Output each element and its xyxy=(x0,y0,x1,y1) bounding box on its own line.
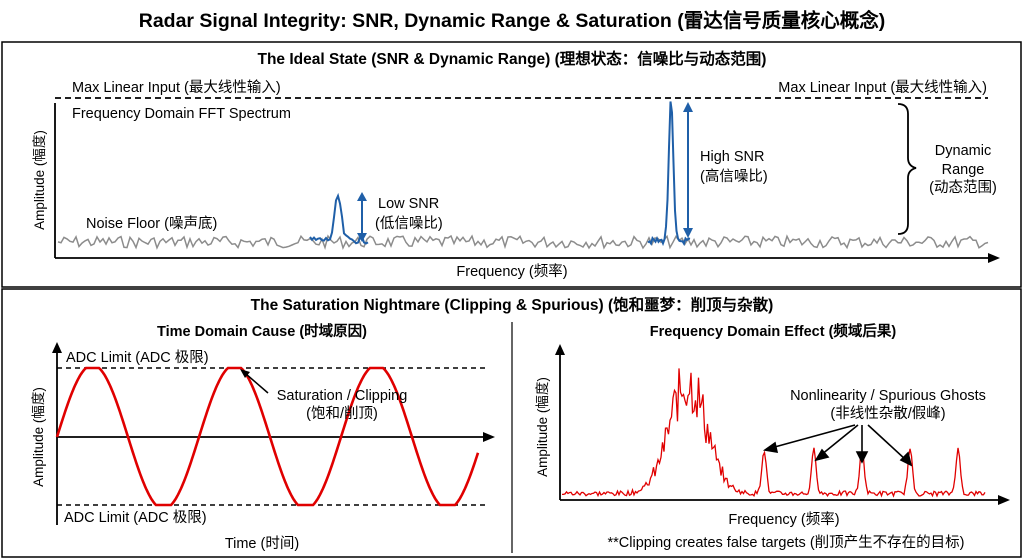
noise-floor-label: Noise Floor (噪声底) xyxy=(86,214,217,232)
top-x-axis-label: Frequency (频率) xyxy=(456,263,567,280)
saturated-spectrum xyxy=(562,368,986,498)
high-snr-arrow-head-top xyxy=(683,102,693,112)
high-snr-label-cn: (高信噪比) xyxy=(700,168,768,185)
bottom-panel-frame xyxy=(1,288,1022,558)
spurs-label: Nonlinearity / Spurious Ghosts xyxy=(790,388,986,404)
freq-y-axis-arrow xyxy=(555,344,565,355)
dynamic-range-label-3: (动态范围) xyxy=(929,179,997,196)
dynamic-range-label-1: Dynamic xyxy=(935,143,991,159)
bottom-panel-heading: The Saturation Nightmare (Clipping & Spu… xyxy=(251,295,774,314)
freq-x-axis-label: Frequency (频率) xyxy=(728,511,839,528)
max-linear-label-left: Max Linear Input (最大线性输入) xyxy=(72,79,281,96)
spurs-label-cn: (非线性杂散/假峰) xyxy=(830,405,945,422)
low-snr-peak xyxy=(309,192,369,245)
top-y-axis-label: Amplitude (幅度) xyxy=(32,130,47,230)
high-snr-label: High SNR xyxy=(700,149,764,165)
clipping-label-cn: (饱和/削顶) xyxy=(306,405,378,422)
top-x-axis-arrow xyxy=(988,253,1000,263)
low-snr-arrow-head-top xyxy=(357,192,367,201)
low-snr-arrow-head-bottom xyxy=(357,233,367,242)
clipping-pointer xyxy=(245,373,269,394)
dynamic-range-bracket xyxy=(897,103,917,235)
max-linear-label-right: Max Linear Input (最大线性输入) xyxy=(778,79,987,96)
spectrum-label: Frequency Domain FFT Spectrum xyxy=(72,106,291,122)
noise-floor-trace xyxy=(57,234,989,251)
adc-limit-bottom-label: ADC Limit (ADC 极限) xyxy=(64,509,207,526)
time-y-axis-arrow xyxy=(52,342,62,353)
clipped-sine-wave xyxy=(55,366,480,507)
dynamic-range-label-2: Range xyxy=(942,162,985,178)
time-y-axis-label: Amplitude (幅度) xyxy=(31,387,46,487)
clipping-pointer-head xyxy=(240,369,250,378)
freq-domain-heading: Frequency Domain Effect (频域后果) xyxy=(650,322,897,340)
high-snr-arrow-head-bottom xyxy=(683,228,693,238)
top-panel-frame xyxy=(1,41,1022,288)
freq-y-axis-label: Amplitude (幅度) xyxy=(535,377,550,477)
low-snr-label-cn: (低信噪比) xyxy=(375,215,443,232)
top-panel-heading: The Ideal State (SNR & Dynamic Range) (理… xyxy=(258,49,767,68)
low-snr-label: Low SNR xyxy=(378,196,439,212)
time-domain-heading: Time Domain Cause (时域原因) xyxy=(157,322,367,340)
main-title: Radar Signal Integrity: SNR, Dynamic Ran… xyxy=(139,9,886,32)
time-x-axis-label: Time (时间) xyxy=(225,535,299,552)
spurs-pointers xyxy=(762,424,913,467)
clipping-note: **Clipping creates false targets (削顶产生不存… xyxy=(608,534,965,551)
freq-x-axis-arrow xyxy=(998,495,1010,505)
high-snr-peak xyxy=(647,101,691,247)
time-x-axis-arrow xyxy=(483,432,495,442)
adc-limit-top-label: ADC Limit (ADC 极限) xyxy=(66,349,209,366)
clipping-label: Saturation / Clipping xyxy=(277,388,408,404)
